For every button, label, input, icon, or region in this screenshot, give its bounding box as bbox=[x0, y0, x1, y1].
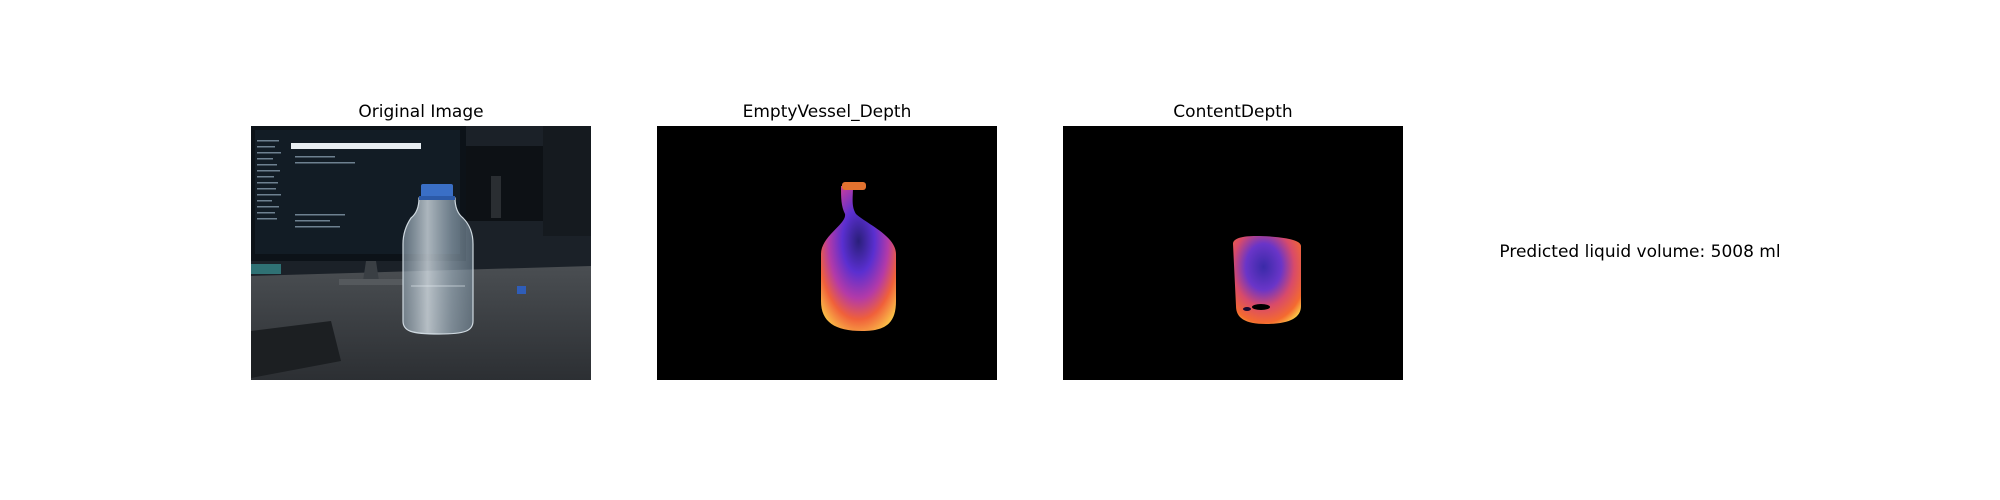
content-depth-image bbox=[1063, 126, 1403, 380]
empty-vessel-depth-image bbox=[657, 126, 997, 380]
predicted-volume-text: Predicted liquid volume: 5008 ml bbox=[1440, 240, 1840, 264]
original-image-title: Original Image bbox=[251, 100, 591, 124]
empty-vessel-depth-title: EmptyVessel_Depth bbox=[657, 100, 997, 124]
original-image bbox=[251, 126, 591, 380]
content-depth-title: ContentDepth bbox=[1063, 100, 1403, 124]
